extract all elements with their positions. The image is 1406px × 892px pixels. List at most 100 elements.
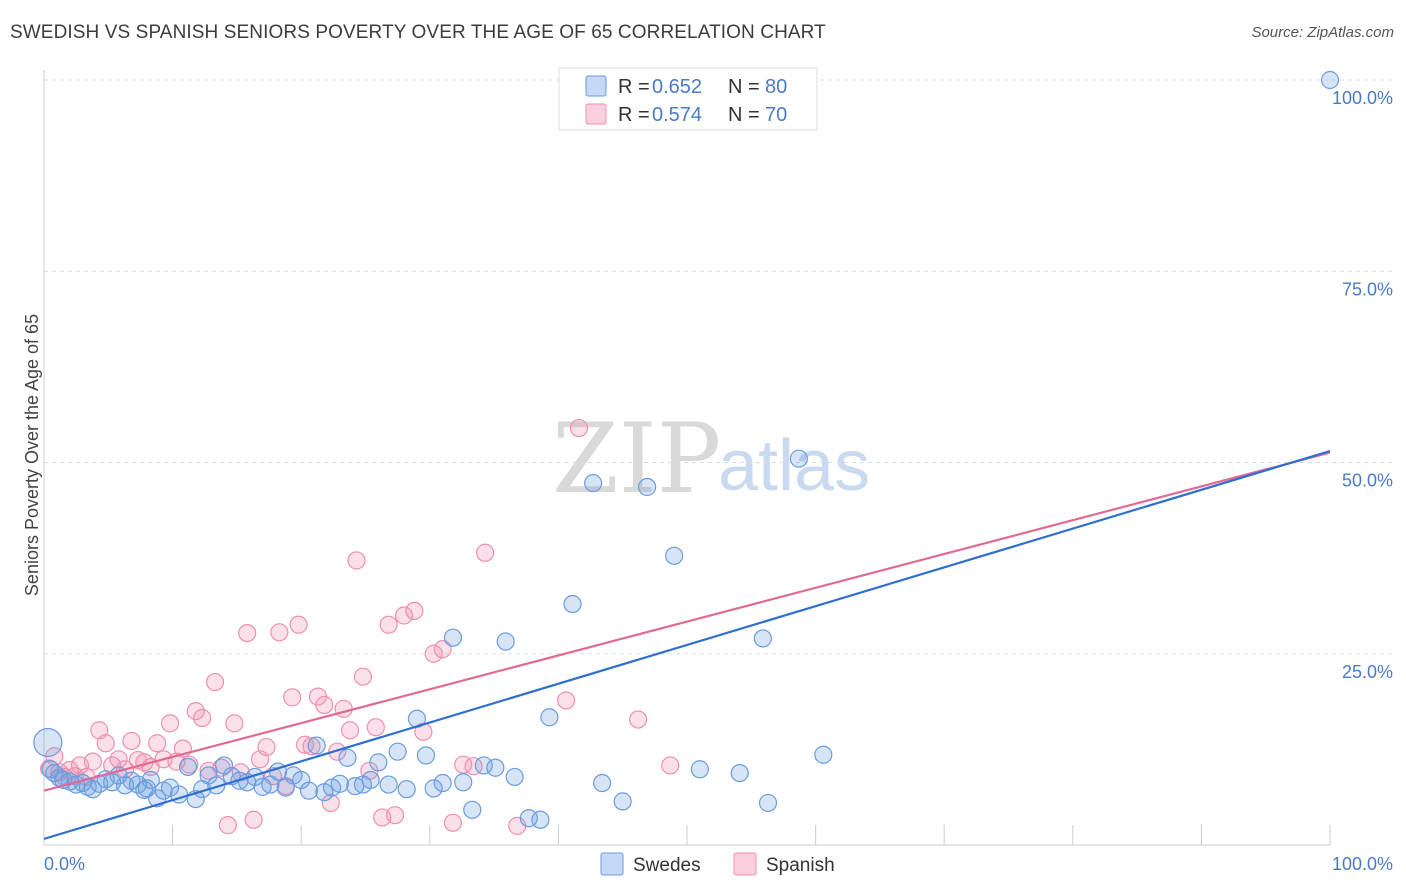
point-spanish <box>122 731 141 751</box>
point-spanish <box>557 691 576 710</box>
point-spanish <box>283 688 302 707</box>
legend-r-label-swedes: R = <box>618 76 650 98</box>
point-spanish <box>433 640 452 659</box>
point-swedes <box>486 758 505 777</box>
point-spanish <box>193 708 212 728</box>
point-swedes <box>361 770 380 790</box>
point-swedes <box>584 474 603 493</box>
bottom-legend-swatch-spanish <box>733 852 757 876</box>
x-tick-label-max: 100.0% <box>1332 854 1393 874</box>
point-swedes <box>730 763 749 783</box>
bottom-legend-label-swedes: Swedes <box>633 855 701 876</box>
point-swedes <box>474 756 493 775</box>
point-spanish <box>394 606 414 625</box>
point-swedes <box>299 781 319 800</box>
bottom-legend-label-spanish: Spanish <box>766 855 835 876</box>
point-spanish <box>225 714 244 733</box>
point-swedes <box>758 793 778 813</box>
point-swedes <box>531 810 550 829</box>
point-spanish <box>353 667 373 686</box>
point-swedes <box>424 779 443 798</box>
point-spanish <box>244 810 263 829</box>
point-spanish <box>321 793 340 813</box>
point-spanish <box>315 695 334 715</box>
point-swedes <box>433 773 452 793</box>
point-swedes <box>397 780 416 799</box>
series-swedes <box>33 70 1340 829</box>
y-tick-label: 100.0% <box>1332 88 1393 108</box>
point-swedes <box>330 774 349 793</box>
point-spanish <box>443 813 463 832</box>
legend-r-value-spanish: 0.574 <box>652 104 702 126</box>
point-swedes <box>593 773 612 793</box>
y-tick-label: 75.0% <box>1342 279 1393 299</box>
point-swedes <box>388 742 407 761</box>
point-swedes <box>137 779 156 798</box>
point-spanish <box>270 623 289 642</box>
point-swedes <box>178 757 198 777</box>
point-swedes <box>379 775 398 794</box>
y-tick-label: 25.0% <box>1342 662 1393 682</box>
point-spanish <box>186 702 205 721</box>
point-swedes <box>814 745 833 764</box>
point-swedes <box>454 773 473 792</box>
legend-n-label-swedes: N = <box>728 76 760 98</box>
point-swedes <box>540 708 559 727</box>
point-spanish <box>334 699 353 718</box>
legend-swatch-swedes <box>585 75 607 97</box>
point-swedes <box>307 736 326 755</box>
legend-r-label-spanish: R = <box>618 104 650 126</box>
point-spanish <box>340 721 360 740</box>
x-tick-label-min: 0.0% <box>44 854 85 874</box>
point-spanish <box>238 623 257 643</box>
point-spanish <box>424 644 443 663</box>
point-spanish <box>661 756 680 775</box>
point-swedes <box>1320 70 1340 90</box>
point-spanish <box>218 816 237 835</box>
legend-n-value-swedes: 80 <box>765 76 787 98</box>
point-swedes <box>496 632 515 651</box>
point-swedes <box>141 770 160 790</box>
point-swedes <box>563 594 582 614</box>
point-spanish <box>160 714 180 733</box>
point-spanish <box>289 615 308 634</box>
point-spanish <box>302 737 321 756</box>
point-swedes <box>346 776 365 796</box>
y-axis-title: Seniors Poverty Over the Age of 65 <box>22 314 42 596</box>
point-swedes <box>416 746 436 765</box>
point-swedes <box>33 727 63 758</box>
point-swedes <box>519 809 538 828</box>
x-axis-ticks <box>43 825 1331 845</box>
bottom-legend-swatch-swedes <box>600 852 624 876</box>
point-swedes <box>369 753 388 772</box>
legend-r-value-swedes: 0.652 <box>652 76 702 98</box>
y-tick-label: 50.0% <box>1342 471 1393 491</box>
trend-lines <box>43 449 1331 840</box>
point-spanish <box>366 718 385 737</box>
legend-n-label-spanish: N = <box>728 104 760 126</box>
point-spanish <box>385 806 405 825</box>
point-spanish <box>475 543 495 562</box>
point-swedes <box>338 748 357 767</box>
chart-title: SWEDISH VS SPANISH SENIORS POVERTY OVER … <box>10 22 826 43</box>
point-spanish <box>83 752 102 771</box>
point-spanish <box>96 734 115 753</box>
point-swedes <box>443 628 463 647</box>
trend-line-swedes <box>43 449 1331 840</box>
point-swedes <box>789 449 808 468</box>
legend-n-value-spanish: 70 <box>765 104 787 126</box>
watermark-zip: ZIP <box>552 403 721 515</box>
legend-swatch-spanish <box>585 103 607 125</box>
point-spanish <box>464 757 483 776</box>
series-spanish <box>40 418 680 835</box>
chart-source: Source: ZipAtlas.com <box>1251 24 1394 41</box>
legend: R = 0.652 N = 80 R = 0.574 N = 70 <box>558 67 818 131</box>
point-spanish <box>257 737 276 757</box>
point-spanish <box>629 710 648 729</box>
point-spanish <box>205 672 225 692</box>
point-swedes <box>613 792 632 811</box>
point-swedes <box>505 767 524 787</box>
trend-line-spanish <box>43 451 1331 792</box>
point-spanish <box>347 551 366 570</box>
point-spanish <box>569 418 589 438</box>
